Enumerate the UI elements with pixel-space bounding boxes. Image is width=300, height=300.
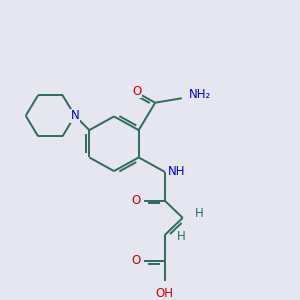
Text: O: O xyxy=(132,85,142,98)
Text: O: O xyxy=(131,194,141,207)
Text: NH: NH xyxy=(168,165,185,178)
Text: OH: OH xyxy=(156,287,174,300)
Text: O: O xyxy=(131,254,141,268)
Text: H: H xyxy=(177,230,185,243)
Text: H: H xyxy=(195,207,203,220)
Text: N: N xyxy=(70,109,79,122)
Text: NH₂: NH₂ xyxy=(189,88,212,101)
